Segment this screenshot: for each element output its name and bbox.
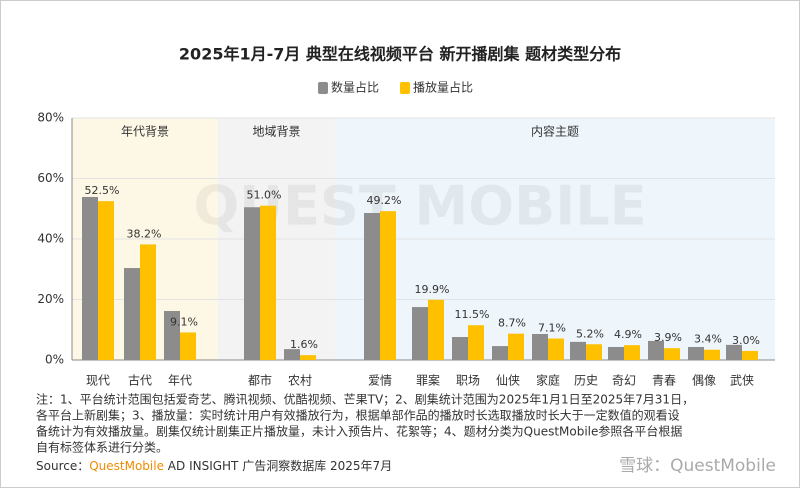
note: 备统计为有效播放量。剧集仅统计剧集正片播放量，未计入预告片、花絮等；4、题材分类… [36,424,682,439]
legend-label: 数量占比 [331,80,379,95]
x-tick-label: 罪案 [416,373,440,388]
legend-label: 播放量占比 [413,80,473,95]
bar [82,196,98,360]
bar [452,337,468,360]
bar [412,307,428,360]
x-tick-label: 家庭 [536,373,560,388]
x-tick-label: 年代 [168,374,192,388]
value-label: 8.7% [498,317,526,330]
bar [364,212,380,360]
note: 注：1、平台统计范围包括爱奇艺、腾讯视频、优酷视频、芒果TV；2、剧集统计范围为… [36,392,694,407]
bar [570,341,586,360]
legend-swatch [400,82,410,94]
x-tick-label: 偶像 [692,374,716,388]
x-tick-label: 青春 [652,374,676,388]
value-label: 5.2% [576,327,604,340]
bar [284,349,300,360]
bar [380,211,396,360]
y-tick-label: 0% [45,353,64,367]
group-label: 年代背景 [121,125,169,139]
bar [300,355,316,360]
y-tick-label: 60% [37,171,64,185]
bar [428,299,444,360]
bar [260,205,276,360]
bar [648,340,664,360]
value-label: 52.5% [85,184,120,197]
legend-swatch [318,82,328,94]
bar [548,338,564,360]
bar [492,346,508,360]
note: 自有标签体系进行分类。 [36,440,168,455]
value-label: 19.9% [415,283,450,296]
source-rest: AD INSIGHT 广告洞察数据库 2025年7月 [164,458,392,473]
bar [742,350,758,360]
value-label: 51.0% [247,189,282,202]
y-tick-label: 20% [37,292,64,306]
value-label: 4.9% [614,328,642,341]
note: 各平台上新剧集；3、播放量：实时统计用户有效播放行为，根据单部作品的播放时长选取… [36,408,680,423]
bar [508,333,524,360]
value-label: 38.2% [127,227,162,240]
credit: 雪球：QuestMobile [619,456,776,476]
bar [664,348,680,360]
value-label: 9.1% [170,315,198,328]
x-tick-label: 武侠 [730,374,754,388]
bar [98,201,114,360]
x-tick-label: 历史 [574,374,598,388]
group-label: 内容主题 [531,124,579,139]
bar [244,207,260,360]
value-label: 3.9% [654,331,682,344]
bar [608,346,624,360]
x-tick-label: 现代 [86,374,110,388]
x-tick-label: 仙侠 [496,374,520,388]
bar [140,244,156,360]
source-brand: QuestMobile [89,459,164,473]
source-prefix: Source： [36,459,89,473]
bar [586,344,602,360]
value-label: 3.0% [732,334,760,347]
bar [704,349,720,360]
y-tick-label: 80% [37,111,64,125]
x-tick-label: 古代 [128,373,152,388]
chart-title: 2025年1月-7月 典型在线视频平台 新开播剧集 题材类型分布 [179,45,621,64]
x-tick-label: 爱情 [368,374,392,388]
bar [468,325,484,360]
x-tick-label: 农村 [288,374,312,388]
x-tick-label: 奇幻 [612,374,636,388]
bar [688,346,704,360]
value-label: 7.1% [538,322,566,335]
bar [624,345,640,360]
value-label: 49.2% [367,194,402,207]
value-label: 3.4% [694,333,722,346]
y-tick-label: 40% [37,232,64,246]
bar [180,332,196,360]
x-tick-label: 职场 [456,374,480,388]
bar [164,310,180,360]
bar [124,268,140,360]
x-tick-label: 都市 [248,373,272,388]
bar [532,333,548,360]
source: Source：QuestMobile AD INSIGHT 广告洞察数据库 20… [36,458,392,473]
group-label: 地域背景 [252,125,300,139]
value-label: 1.6% [290,338,318,351]
value-label: 11.5% [455,308,490,321]
bar [726,344,742,360]
